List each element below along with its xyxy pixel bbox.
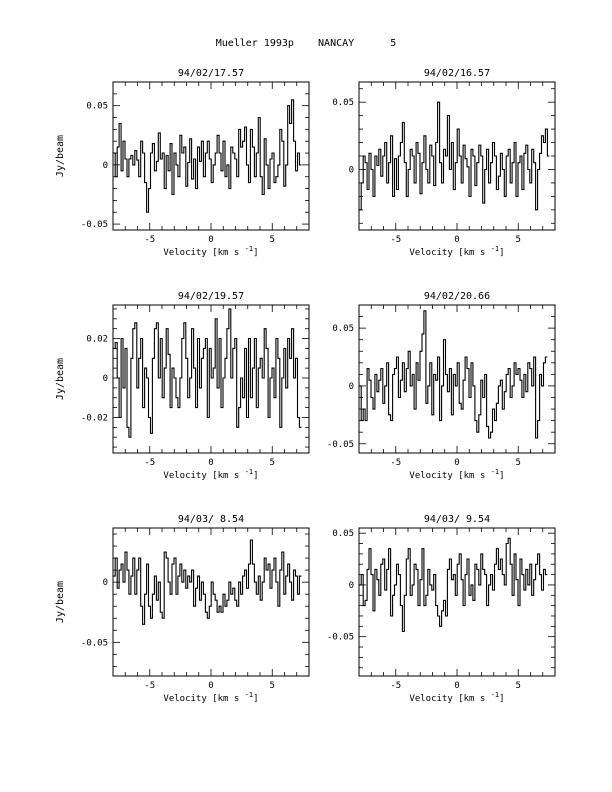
x-tick-label: 5 — [516, 458, 521, 468]
y-tick-label: -0.05 — [327, 440, 354, 450]
x-axis-label: Velocity [km s -1] — [409, 691, 504, 704]
x-tick-label: 5 — [516, 681, 521, 691]
plot-title: 94/02/20.66 — [424, 291, 490, 302]
y-tick-label: 0.05 — [332, 324, 354, 334]
plot-title: 94/03/ 9.54 — [424, 514, 490, 525]
y-tick-label: -0.05 — [81, 638, 108, 648]
spectrum-line — [359, 537, 548, 633]
y-tick-label: 0.05 — [332, 529, 354, 539]
x-tick-label: 5 — [270, 681, 275, 691]
x-axis-label: Velocity [km s -1] — [409, 468, 504, 481]
x-tick-label: -5 — [390, 235, 401, 245]
x-tick-label: 5 — [270, 235, 275, 245]
plot-title: 94/02/16.57 — [424, 68, 490, 79]
spectrum-line — [359, 310, 548, 439]
x-tick-label: 5 — [516, 235, 521, 245]
spectrum-line — [113, 99, 302, 213]
x-tick-label: 0 — [454, 235, 459, 245]
x-tick-label: -5 — [144, 458, 155, 468]
plot-title: 94/02/17.57 — [178, 68, 244, 79]
y-tick-label: 0 — [103, 374, 108, 384]
plot-panel-1: -5 0 5 -0.05 0 0.05 94/02/17.57 Velocity [km s … — [55, 68, 310, 258]
plot-panel-5: -5 0 5 -0.05 0 94/03/ 8.54 Velocity [km s -1] J… — [55, 514, 310, 704]
y-tick-label: 0 — [349, 165, 354, 175]
page-title: Mueller 1993p NANCAY 5 — [215, 38, 397, 49]
spectrum-line — [113, 539, 302, 625]
y-tick-label: 0 — [349, 581, 354, 591]
x-tick-label: 0 — [454, 458, 459, 468]
x-tick-label: -5 — [144, 681, 155, 691]
x-tick-label: -5 — [390, 458, 401, 468]
y-tick-label: 0 — [103, 161, 108, 171]
x-tick-label: 5 — [270, 458, 275, 468]
plot-panel-3: -5 0 5 -0.02 0 0.02 94/02/19.57 Velocity [km s … — [55, 291, 310, 481]
y-axis-label: Jy/beam — [55, 358, 66, 400]
x-tick-label: -5 — [390, 681, 401, 691]
spectrum-line — [359, 101, 550, 211]
y-tick-label: 0.02 — [86, 335, 108, 345]
y-tick-label: 0 — [349, 382, 354, 392]
plot-title: 94/03/ 8.54 — [178, 514, 244, 525]
plot-panel-2: -5 0 5 0 0.05 94/02/16.57 Velocity [km s -1] — [332, 68, 556, 258]
x-axis-label: Velocity [km s -1] — [163, 691, 258, 704]
x-axis-label: Velocity [km s -1] — [163, 468, 258, 481]
x-axis-label: Velocity [km s -1] — [409, 245, 504, 258]
y-tick-label: -0.05 — [327, 633, 354, 643]
x-tick-label: 0 — [208, 235, 213, 245]
plot-panel-4: -5 0 5 -0.05 0 0.05 94/02/20.66 Velocity [km s … — [327, 291, 556, 481]
y-tick-label: -0.02 — [81, 413, 108, 423]
y-tick-label: -0.05 — [81, 220, 108, 230]
x-tick-label: 0 — [454, 681, 459, 691]
y-tick-label: 0.05 — [86, 102, 108, 112]
x-axis-label: Velocity [km s -1] — [163, 245, 258, 258]
x-tick-label: 0 — [208, 458, 213, 468]
y-axis-label: Jy/beam — [55, 135, 66, 177]
x-tick-label: 0 — [208, 681, 213, 691]
spectrum-line — [113, 308, 302, 438]
y-tick-label: 0.05 — [332, 98, 354, 108]
y-tick-label: 0 — [103, 578, 108, 588]
y-axis-label: Jy/beam — [55, 581, 66, 623]
plot-panel-6: -5 0 5 -0.05 0 0.05 94/03/ 9.54 Velocity [km s … — [327, 514, 556, 704]
plot-title: 94/02/19.57 — [178, 291, 244, 302]
x-tick-label: -5 — [144, 235, 155, 245]
